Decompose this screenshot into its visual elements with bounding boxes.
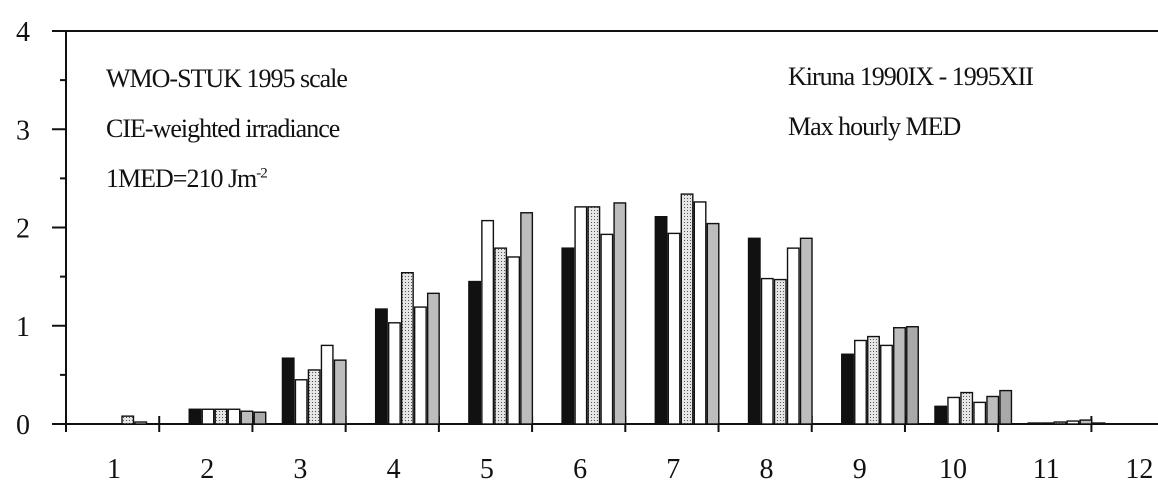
bar bbox=[934, 405, 948, 425]
bar bbox=[947, 396, 961, 425]
x-tick-label: 10 bbox=[939, 454, 967, 485]
bar bbox=[574, 206, 588, 425]
x-tick-label: 9 bbox=[853, 454, 867, 485]
bar bbox=[680, 193, 694, 425]
bar bbox=[880, 344, 893, 425]
bar bbox=[786, 247, 800, 425]
bar bbox=[906, 326, 919, 425]
bar bbox=[214, 408, 228, 425]
bar bbox=[1053, 421, 1067, 425]
bar bbox=[494, 247, 508, 425]
bar bbox=[867, 335, 880, 425]
x-tick-label: 11 bbox=[1033, 454, 1060, 485]
x-tick-label: 7 bbox=[666, 454, 680, 485]
bar bbox=[799, 237, 813, 425]
bar bbox=[333, 359, 347, 425]
annotation-med: 1MED=210 Jm-2 bbox=[106, 164, 268, 193]
bar bbox=[747, 237, 761, 425]
bar bbox=[1079, 419, 1093, 425]
bar bbox=[520, 212, 534, 425]
x-tick-label: 3 bbox=[293, 454, 307, 485]
bar bbox=[188, 408, 202, 425]
bar bbox=[986, 395, 1000, 425]
bar bbox=[667, 232, 681, 425]
bar bbox=[587, 206, 601, 425]
bar bbox=[507, 256, 521, 425]
bar bbox=[281, 357, 295, 425]
annotation-scale: WMO-STUK 1995 scale bbox=[106, 64, 348, 93]
bar bbox=[973, 401, 987, 425]
bar bbox=[706, 222, 720, 425]
annotation-med-text: 1MED=210 Jm bbox=[106, 164, 257, 193]
annotation-med-sup: -2 bbox=[256, 165, 267, 182]
x-tick-label: 1 bbox=[107, 454, 121, 485]
y-tick-label: 4 bbox=[16, 17, 30, 48]
bar bbox=[1040, 422, 1054, 425]
annotation-station: Kiruna 1990IX - 1995XII bbox=[788, 62, 1034, 91]
bar bbox=[387, 322, 401, 425]
bar bbox=[413, 306, 427, 425]
bar bbox=[600, 233, 614, 425]
bar bbox=[294, 379, 308, 425]
x-tick-label: 6 bbox=[573, 454, 587, 485]
bar bbox=[400, 271, 414, 425]
annotation-metric: Max hourly MED bbox=[788, 112, 961, 141]
x-tick-label: 2 bbox=[200, 454, 214, 485]
x-tick-label: 8 bbox=[760, 454, 774, 485]
bar bbox=[307, 369, 321, 425]
x-tick-label: 4 bbox=[387, 454, 401, 485]
bar bbox=[841, 353, 854, 425]
bar bbox=[1092, 422, 1106, 425]
bar bbox=[121, 415, 135, 425]
bar bbox=[227, 408, 241, 425]
bar bbox=[613, 202, 627, 425]
bar bbox=[893, 327, 906, 425]
bar bbox=[693, 201, 707, 425]
bar bbox=[654, 215, 668, 425]
bar bbox=[760, 277, 774, 425]
bar bbox=[999, 389, 1013, 425]
bar bbox=[773, 278, 787, 425]
bar bbox=[374, 308, 388, 425]
y-tick-label: 2 bbox=[16, 214, 30, 245]
bar bbox=[320, 344, 334, 425]
annotation-weighting: CIE-weighted irradiance bbox=[106, 114, 340, 143]
bar bbox=[240, 410, 254, 425]
x-tick-label: 5 bbox=[480, 454, 494, 485]
bar bbox=[561, 247, 575, 425]
y-tick-label: 3 bbox=[16, 115, 30, 146]
bar bbox=[1066, 420, 1080, 425]
bar bbox=[854, 339, 867, 425]
bar bbox=[481, 219, 495, 425]
bar bbox=[1027, 422, 1041, 425]
bar bbox=[253, 411, 267, 425]
bar bbox=[468, 280, 482, 425]
bar bbox=[960, 391, 974, 425]
y-tick-label: 0 bbox=[16, 410, 30, 441]
y-tick-label: 1 bbox=[16, 312, 30, 343]
bar bbox=[426, 292, 440, 425]
x-tick-label: 12 bbox=[1125, 454, 1153, 485]
bars bbox=[121, 193, 1106, 425]
bar bbox=[201, 408, 215, 425]
bar bbox=[134, 421, 148, 425]
